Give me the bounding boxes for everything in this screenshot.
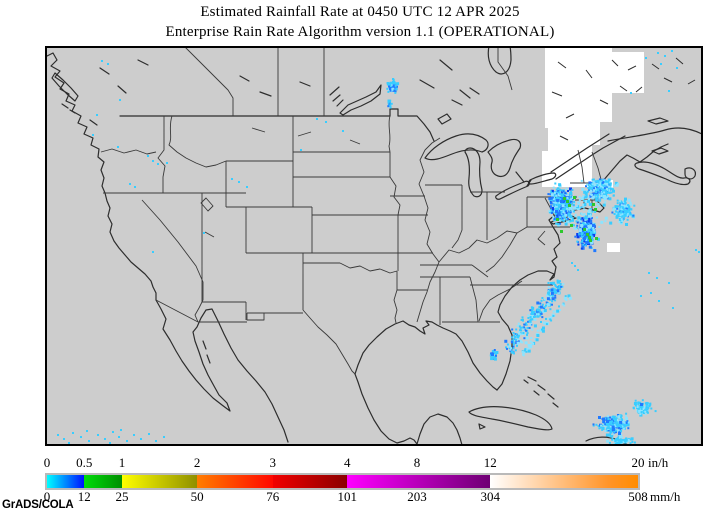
unit-label-inh: in/h [648, 455, 669, 470]
colorbar-tick-mmh: 304 [480, 489, 501, 504]
manitoba-lakes [239, 75, 480, 125]
bahamas [523, 376, 559, 408]
cuba [468, 406, 553, 431]
us-interior-river-marks [204, 127, 361, 238]
colorbar-tick-inh: 20 [631, 455, 645, 470]
mexico-east-coast [354, 373, 418, 445]
colorbar-tick-mmh: 12 [77, 489, 91, 504]
canada-province-borders [183, 46, 513, 116]
colorbar-tick-mmh: 508 [628, 489, 648, 504]
lake-huron [487, 138, 522, 178]
colorbar-tick-inh: 3 [269, 455, 277, 470]
us-canada-border [119, 108, 532, 187]
map-title-line2: Enterprise Rain Rate Algorithm version 1… [165, 24, 555, 40]
colorbar-tick-mmh: 101 [337, 489, 357, 504]
colorbar-gradient [47, 475, 638, 488]
anticosti-island [647, 117, 669, 125]
colorbar-tick-inh: 12 [483, 455, 497, 470]
missing-data-polygon [607, 243, 620, 252]
midwest-borders [416, 137, 528, 323]
quebec-lake-marks [551, 57, 696, 141]
gulf-st-lawrence-north-shore [607, 127, 703, 142]
baja-and-mexico-west-coast [155, 299, 289, 443]
colorbar-tick-inh: 8 [413, 455, 421, 470]
map-frame [45, 46, 703, 446]
lake-superior [424, 133, 489, 161]
north-america-rainfall-map [45, 46, 703, 446]
grads-credit: GrADS/COLA [2, 499, 74, 511]
colorbar-tick-inh: 4 [343, 455, 351, 470]
map-title-line1: Estimated Rainfall Rate at 0450 UTC 12 A… [200, 4, 520, 20]
colorbar-tick-inh: 0.5 [76, 455, 93, 470]
cape-breton-island [684, 167, 696, 180]
colorbar-frame [45, 473, 640, 490]
plains-state-borders [246, 115, 433, 324]
precipitation-pixels [57, 50, 700, 446]
nova-scotia [634, 161, 691, 186]
gulf-coast [354, 320, 498, 391]
western-state-borders [100, 115, 356, 375]
lake-michigan [464, 147, 483, 198]
pacific-coast [46, 52, 157, 301]
unit-label-mmh: mm/h [650, 489, 681, 504]
colorbar-tick-inh: 0 [43, 455, 51, 470]
prince-edward-island [651, 147, 669, 155]
colorbar-tick-mmh: 76 [266, 489, 280, 504]
southern-state-borders [420, 264, 553, 325]
colorbar-tick-mmh: 50 [190, 489, 204, 504]
st-lawrence-river [550, 133, 626, 180]
colorbar-tick-mmh: 203 [407, 489, 427, 504]
colorbar-tick-mmh: 0 [43, 489, 51, 504]
bc-interior-marks [89, 59, 471, 126]
colorbar-tick-mmh: 25 [115, 489, 129, 504]
colorbar-tick-inh: 1 [118, 455, 126, 470]
missing-data-polygon [542, 46, 644, 187]
yucatan-coast [416, 413, 463, 446]
lake-erie [495, 180, 530, 200]
colorbar-tick-inh: 2 [193, 455, 201, 470]
vancouver-island [51, 72, 79, 114]
lake-winnipeg [339, 84, 382, 116]
